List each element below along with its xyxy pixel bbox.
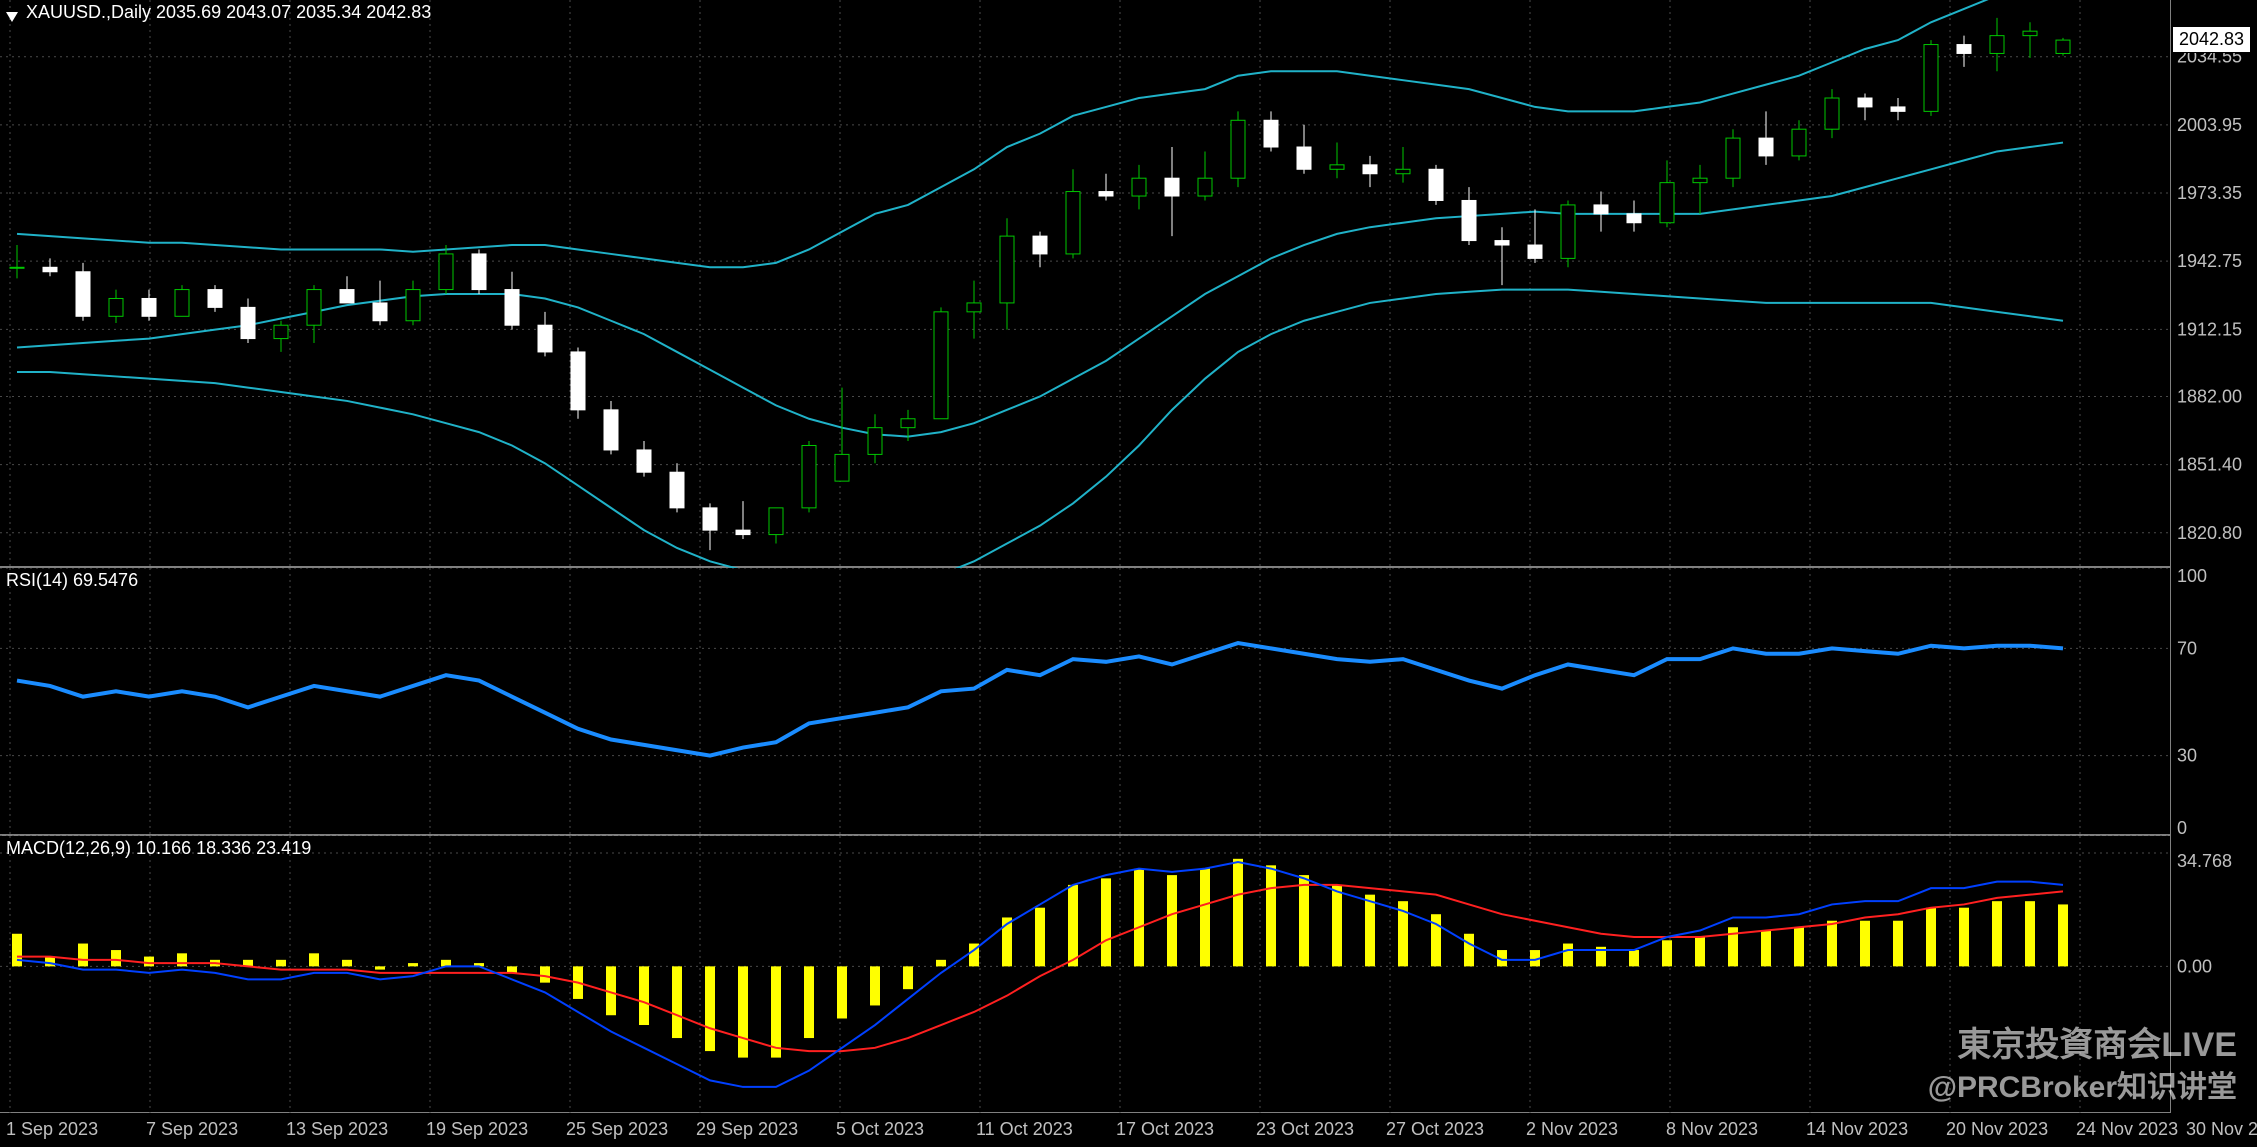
svg-text:5 Oct 2023: 5 Oct 2023 <box>836 1119 924 1139</box>
svg-text:1912.15: 1912.15 <box>2177 319 2242 339</box>
svg-text:30: 30 <box>2177 746 2197 766</box>
trading-chart[interactable]: 2034.552003.951973.351942.751912.151882.… <box>0 0 2257 1147</box>
svg-text:2 Nov 2023: 2 Nov 2023 <box>1526 1119 1618 1139</box>
symbol-info: XAUUSD.,Daily 2035.69 2043.07 2035.34 20… <box>26 2 431 22</box>
svg-text:100: 100 <box>2177 566 2207 586</box>
price-panel[interactable]: XAUUSD.,Daily 2035.69 2043.07 2035.34 20… <box>0 0 2170 568</box>
svg-text:70: 70 <box>2177 638 2197 658</box>
svg-text:25 Sep 2023: 25 Sep 2023 <box>566 1119 668 1139</box>
svg-text:27 Oct 2023: 27 Oct 2023 <box>1386 1119 1484 1139</box>
svg-text:30 Nov 2023: 30 Nov 2023 <box>2186 1119 2257 1139</box>
svg-text:1820.80: 1820.80 <box>2177 523 2242 543</box>
svg-text:1973.35: 1973.35 <box>2177 183 2242 203</box>
svg-text:34.768: 34.768 <box>2177 851 2232 871</box>
svg-text:8 Nov 2023: 8 Nov 2023 <box>1666 1119 1758 1139</box>
svg-text:19 Sep 2023: 19 Sep 2023 <box>426 1119 528 1139</box>
svg-text:29 Sep 2023: 29 Sep 2023 <box>696 1119 798 1139</box>
svg-text:1942.75: 1942.75 <box>2177 251 2242 271</box>
rsi-label: RSI(14) 69.5476 <box>6 570 138 590</box>
svg-text:0: 0 <box>2177 818 2187 838</box>
svg-text:7 Sep 2023: 7 Sep 2023 <box>146 1119 238 1139</box>
rsi-panel[interactable]: RSI(14) 69.5476 <box>0 568 2170 836</box>
y-axis: 2034.552003.951973.351942.751912.151882.… <box>2170 0 2257 1113</box>
current-price-label: 2042.83 <box>2172 26 2251 53</box>
svg-text:1 Sep 2023: 1 Sep 2023 <box>6 1119 98 1139</box>
svg-text:17 Oct 2023: 17 Oct 2023 <box>1116 1119 1214 1139</box>
svg-text:13 Sep 2023: 13 Sep 2023 <box>286 1119 388 1139</box>
macd-panel[interactable]: MACD(12,26,9) 10.166 18.336 23.419 <box>0 836 2170 1113</box>
svg-text:2003.95: 2003.95 <box>2177 115 2242 135</box>
svg-text:20 Nov 2023: 20 Nov 2023 <box>1946 1119 2048 1139</box>
svg-text:1882.00: 1882.00 <box>2177 386 2242 406</box>
svg-text:0.00: 0.00 <box>2177 956 2212 976</box>
svg-text:24 Nov 2023: 24 Nov 2023 <box>2076 1119 2178 1139</box>
svg-text:14 Nov 2023: 14 Nov 2023 <box>1806 1119 1908 1139</box>
svg-text:23 Oct 2023: 23 Oct 2023 <box>1256 1119 1354 1139</box>
x-axis: 1 Sep 2023 7 Sep 2023 13 Sep 2023 19 Sep 20… <box>0 1113 2170 1147</box>
macd-label: MACD(12,26,9) 10.166 18.336 23.419 <box>6 838 311 858</box>
svg-text:1851.40: 1851.40 <box>2177 455 2242 475</box>
svg-text:11 Oct 2023: 11 Oct 2023 <box>976 1119 1073 1139</box>
symbol-dropdown-icon[interactable] <box>6 12 18 22</box>
